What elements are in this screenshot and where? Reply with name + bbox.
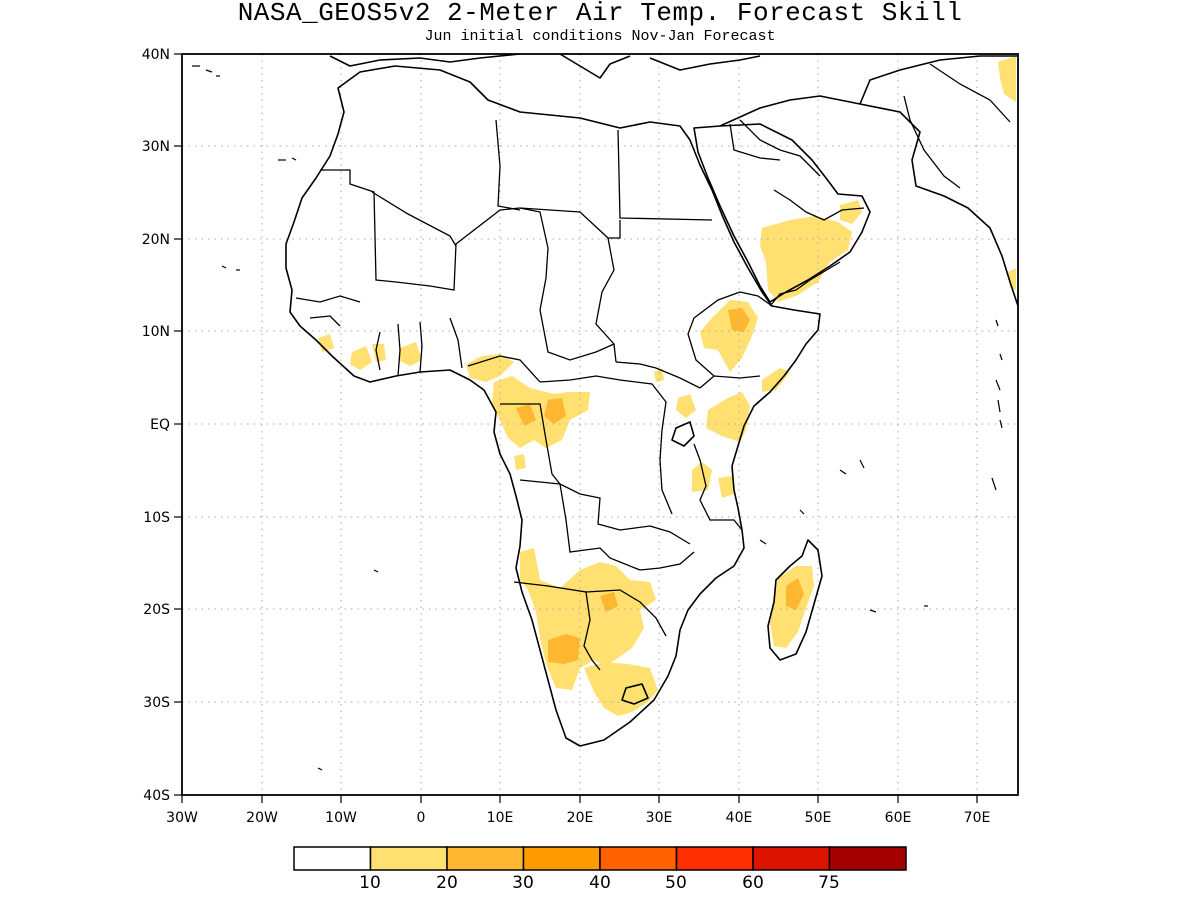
colorbar-label: 30 xyxy=(512,873,534,893)
lon-label: 60E xyxy=(885,810,912,826)
lat-label: 30S xyxy=(143,695,170,711)
lat-label: 40N xyxy=(142,47,170,63)
lon-label: 70E xyxy=(964,810,991,826)
country-borders xyxy=(295,63,1011,671)
skill-shading xyxy=(318,56,1016,716)
lon-label: 30E xyxy=(646,810,673,826)
lat-label: 30N xyxy=(142,139,170,155)
lat-label: 20N xyxy=(142,232,170,248)
colorbar-swatch xyxy=(828,846,907,871)
colorbar-swatch xyxy=(752,846,831,871)
latitude-labels: 40S 30S 20S 10S EQ 10N 20N 30N 40N xyxy=(142,47,170,804)
colorbar-swatch xyxy=(293,846,372,871)
lat-label: EQ xyxy=(150,417,170,433)
colorbar-label: 10 xyxy=(359,873,381,893)
graticule xyxy=(182,54,1018,795)
lon-label: 20W xyxy=(246,810,278,826)
map-subtitle: Jun initial conditions Nov-Jan Forecast xyxy=(424,28,776,45)
colorbar-swatch xyxy=(369,846,448,871)
lat-label: 40S xyxy=(143,788,170,804)
longitude-labels: 30W 20W 10W 0 10E 20E 30E 40E 50E 60E 70… xyxy=(166,810,990,826)
coastlines xyxy=(285,53,1019,747)
colorbar-swatch xyxy=(675,846,754,871)
lon-label: 30W xyxy=(166,810,198,826)
colorbar xyxy=(293,846,907,871)
colorbar-swatch xyxy=(599,846,678,871)
colorbar-label: 40 xyxy=(589,873,611,893)
colorbar-labels: 10 20 30 40 50 60 75 xyxy=(359,873,840,893)
lon-label: 10W xyxy=(325,810,357,826)
lat-label: 10N xyxy=(142,324,170,340)
islands xyxy=(192,65,1003,771)
lon-label: 40E xyxy=(726,810,753,826)
colorbar-label: 60 xyxy=(742,873,764,893)
map-title: NASA_GEOS5v2 2-Meter Air Temp. Forecast … xyxy=(237,0,963,28)
lat-label: 20S xyxy=(143,602,170,618)
lon-label: 0 xyxy=(417,810,426,826)
lon-label: 50E xyxy=(805,810,832,826)
colorbar-swatch xyxy=(522,846,601,871)
lon-label: 20E xyxy=(567,810,594,826)
colorbar-label: 20 xyxy=(436,873,458,893)
colorbar-label: 75 xyxy=(818,873,840,893)
colorbar-label: 50 xyxy=(665,873,687,893)
lon-label: 10E xyxy=(487,810,514,826)
colorbar-swatch xyxy=(446,846,525,871)
axis-ticks xyxy=(174,53,978,803)
lat-label: 10S xyxy=(143,510,170,526)
